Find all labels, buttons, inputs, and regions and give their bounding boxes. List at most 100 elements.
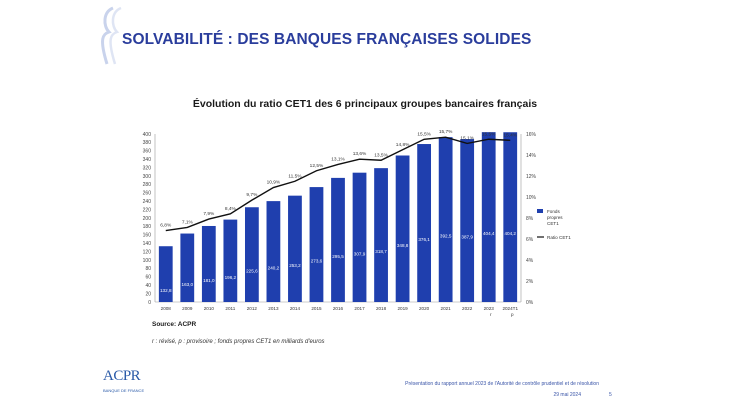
bar: [417, 144, 432, 302]
bar: [438, 137, 453, 302]
right-tick-label: 4%: [526, 258, 534, 264]
left-tick-label: 160: [143, 233, 152, 239]
category-label: 2013: [268, 306, 279, 311]
bar-value-label: 404,4: [483, 231, 495, 236]
right-tick-label: 16%: [526, 132, 537, 138]
left-tick-label: 0: [148, 300, 151, 306]
left-tick-label: 20: [145, 291, 151, 297]
right-tick-label: 12%: [526, 174, 537, 180]
ratio-line: [165, 136, 511, 232]
logo-subtext: BANQUE DE FRANCE: [103, 388, 145, 393]
ratio-value-label: 13,1%: [331, 156, 345, 162]
legend-bar-label: Fonds: [547, 209, 560, 214]
left-tick-label: 320: [143, 165, 152, 171]
ratio-value-label: 14,8%: [396, 142, 410, 148]
bar: [460, 139, 475, 302]
bar-value-label: 318,7: [375, 249, 387, 254]
bar-value-label: 348,8: [397, 243, 409, 248]
legend-line-label: Ratio CET1: [547, 235, 571, 240]
bar-value-label: 404,2: [504, 231, 516, 236]
bar-value-label: 295,5: [332, 254, 344, 259]
ratio-value-label: 13,5%: [374, 152, 388, 158]
ratio-value-label: 9,7%: [246, 192, 258, 198]
bar: [481, 132, 496, 302]
right-tick-label: 0%: [526, 300, 534, 306]
left-tick-label: 300: [143, 174, 152, 180]
bar: [395, 155, 410, 302]
category-suffix-label: p: [511, 312, 514, 317]
acpr-logo: ACPR BANQUE DE FRANCE: [103, 360, 151, 402]
bar-value-label: 273,6: [311, 259, 323, 264]
category-label: 2016: [333, 306, 344, 311]
bar: [223, 219, 238, 302]
bar-value-label: 387,9: [461, 235, 473, 240]
page-number: 5: [609, 392, 612, 398]
bar: [352, 172, 367, 302]
slide-title: SOLVABILITÉ : DES BANQUES FRANÇAISES SOL…: [122, 31, 532, 48]
ratio-value-label: 11,5%: [288, 173, 302, 179]
right-tick-label: 2%: [526, 279, 534, 285]
left-tick-label: 220: [143, 207, 152, 213]
legend-bar-label: CET1: [547, 221, 559, 226]
left-tick-label: 80: [145, 266, 151, 272]
bar-value-label: 132,8: [160, 288, 172, 293]
bar-value-label: 240,2: [268, 266, 280, 271]
category-label: 2008: [161, 306, 172, 311]
right-tick-label: 6%: [526, 237, 534, 243]
logo-text: ACPR: [103, 368, 141, 384]
category-label: 2021: [441, 306, 452, 311]
ratio-value-label: 13,6%: [353, 151, 367, 157]
left-tick-label: 120: [143, 249, 152, 255]
bar-value-label: 196,2: [225, 275, 237, 280]
bar: [309, 187, 324, 302]
source-note: Source: ACPR: [152, 321, 197, 328]
ratio-value-label: 6,8%: [160, 223, 172, 229]
bar-value-label: 163,0: [182, 282, 194, 287]
bar: [503, 132, 518, 302]
right-tick-label: 8%: [526, 216, 534, 222]
category-label: 2020: [419, 306, 430, 311]
bar-value-label: 392,5: [440, 234, 452, 239]
left-tick-label: 400: [143, 132, 152, 138]
left-tick-label: 280: [143, 182, 152, 188]
ratio-value-label: 15,5%: [482, 131, 496, 137]
left-tick-label: 200: [143, 216, 152, 222]
left-tick-label: 380: [143, 140, 152, 146]
left-tick-label: 360: [143, 149, 152, 155]
bar: [158, 246, 173, 302]
bar: [244, 207, 259, 302]
left-tick-label: 180: [143, 224, 152, 230]
bar: [331, 177, 345, 302]
ratio-value-label: 12,5%: [310, 163, 324, 169]
legend-bar-swatch: [537, 209, 543, 213]
ratio-value-label: 10,9%: [267, 180, 281, 186]
ratio-value-label: 15,1%: [460, 135, 474, 141]
category-label: 2019: [397, 306, 408, 311]
bar-value-label: 181,0: [203, 278, 215, 283]
footer-date: 29 mai 2024: [553, 392, 581, 398]
bar: [288, 195, 302, 302]
category-suffix-label: r: [490, 312, 492, 317]
category-label: 2012: [247, 306, 258, 311]
footer-text: Présentation du rapport annuel 2023 de l…: [405, 381, 599, 387]
right-tick-label: 10%: [526, 195, 537, 201]
left-tick-label: 140: [143, 241, 152, 247]
category-label: 2023: [484, 306, 495, 311]
category-label: 2014: [290, 306, 301, 311]
category-label: 2015: [311, 306, 322, 311]
left-tick-label: 40: [145, 283, 151, 289]
bar: [201, 225, 216, 302]
ratio-value-label: 7,1%: [182, 219, 194, 225]
bar: [266, 201, 281, 302]
category-label: 2022: [462, 306, 473, 311]
bar-value-label: 376,1: [418, 237, 430, 242]
footnote: r : révisé, p : provisoire ; fonds propr…: [152, 339, 325, 345]
ratio-value-label: 15,7%: [439, 129, 453, 135]
category-label: 2017: [354, 306, 365, 311]
left-tick-label: 260: [143, 191, 152, 197]
ratio-value-label: 15,5%: [417, 131, 431, 137]
left-tick-label: 60: [145, 275, 151, 281]
bar: [374, 168, 388, 302]
